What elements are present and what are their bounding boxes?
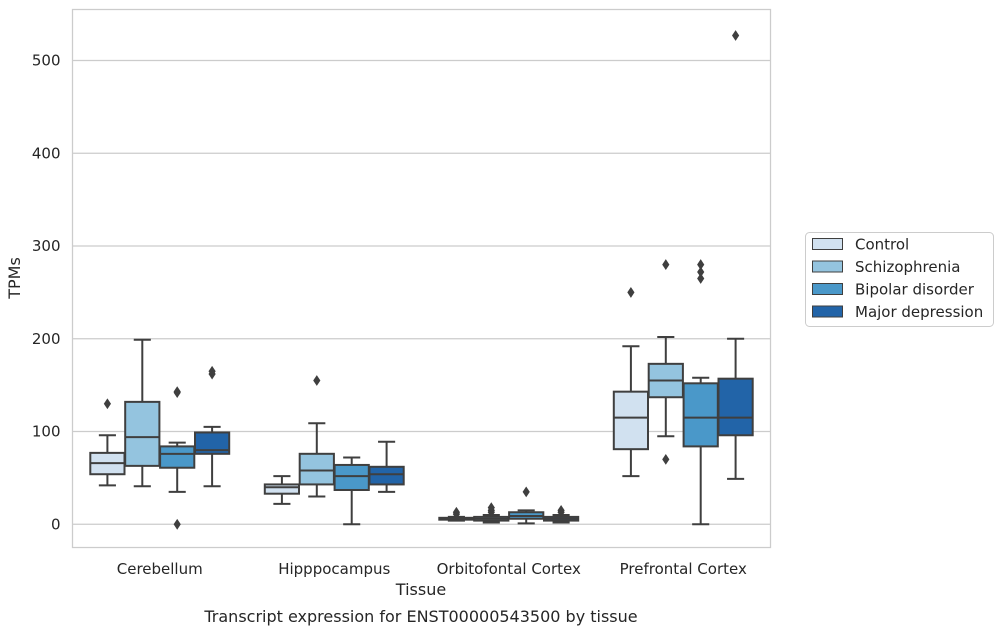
box-major-depression (717, 30, 754, 480)
y-tick-label: 400 (32, 144, 61, 162)
plot-frame (71, 8, 772, 549)
x-tick-label: Orbitofontal Cortex (437, 560, 581, 578)
x-tick-labels: Cerebellum Hipppocampus Orbitofontal Corte… (117, 560, 747, 578)
box-major-depression (368, 440, 405, 493)
outlier-point (208, 365, 216, 377)
legend-swatch (812, 238, 843, 250)
outlier-point (697, 273, 705, 284)
box-schizophrenia (298, 375, 335, 498)
legend-swatch (812, 283, 843, 295)
y-tick-label: 200 (32, 330, 61, 348)
outlier-point (557, 504, 565, 516)
outlier-point (173, 386, 181, 398)
outlier-point (452, 506, 460, 518)
legend-label: Control (855, 236, 909, 254)
legend: Control Schizophrenia Bipolar disorder Majo… (805, 232, 994, 327)
outlier-point (103, 398, 111, 410)
y-tick-label: 100 (32, 423, 61, 441)
legend-swatch (812, 305, 843, 318)
iqr-box (612, 390, 650, 451)
box-bipolar-disorder (333, 456, 370, 526)
iqr-box (124, 400, 161, 467)
gridlines (72, 59, 771, 525)
boxes (89, 30, 754, 530)
x-tick-label: Cerebellum (117, 560, 203, 578)
box-bipolar-disorder (159, 386, 196, 530)
outlier-point (662, 259, 670, 270)
box-bipolar-disorder (682, 259, 719, 526)
legend-frame (805, 232, 994, 327)
outlier-point (313, 375, 321, 386)
iqr-box (368, 465, 405, 486)
y-tick-label: 300 (32, 237, 61, 255)
x-tick-label: Prefrontal Cortex (620, 560, 747, 578)
y-tick-label: 0 (51, 515, 61, 533)
outlier-point (487, 502, 495, 514)
chart-caption: Transcript expression for ENST0000054350… (203, 607, 637, 626)
outlier-point (732, 30, 740, 41)
legend-label: Major depression (855, 303, 983, 321)
iqr-box (193, 431, 231, 455)
legend-swatch (812, 260, 843, 273)
y-tick-labels: 0 100 200 300 400 500 (32, 52, 61, 534)
box-major-depression (193, 365, 231, 488)
outlier-point (662, 453, 670, 465)
box-major-depression (542, 504, 580, 524)
box-control (612, 287, 650, 478)
box-schizophrenia (473, 502, 510, 524)
outlier-point (627, 287, 635, 298)
outlier-point (697, 266, 705, 278)
x-axis-label: Tissue (395, 580, 446, 599)
iqr-box (263, 483, 301, 495)
iqr-box (333, 463, 370, 491)
box-schizophrenia (124, 338, 161, 488)
outlier-point (173, 518, 181, 530)
outlier-point (522, 486, 530, 498)
iqr-box (682, 382, 719, 448)
box-control (438, 506, 475, 522)
y-axis-label: TPMs (5, 257, 24, 300)
y-tick-label: 500 (32, 52, 61, 70)
iqr-box (717, 377, 754, 437)
iqr-box (298, 452, 335, 486)
box-control (89, 398, 126, 487)
iqr-box (159, 445, 196, 469)
box-bipolar-disorder (508, 486, 545, 525)
x-tick-label: Hipppocampus (278, 560, 390, 578)
legend-label: Schizophrenia (855, 258, 960, 276)
legend-label: Bipolar disorder (855, 281, 975, 299)
box-schizophrenia (647, 259, 684, 465)
outlier-point (697, 259, 705, 270)
box-control (263, 475, 301, 505)
